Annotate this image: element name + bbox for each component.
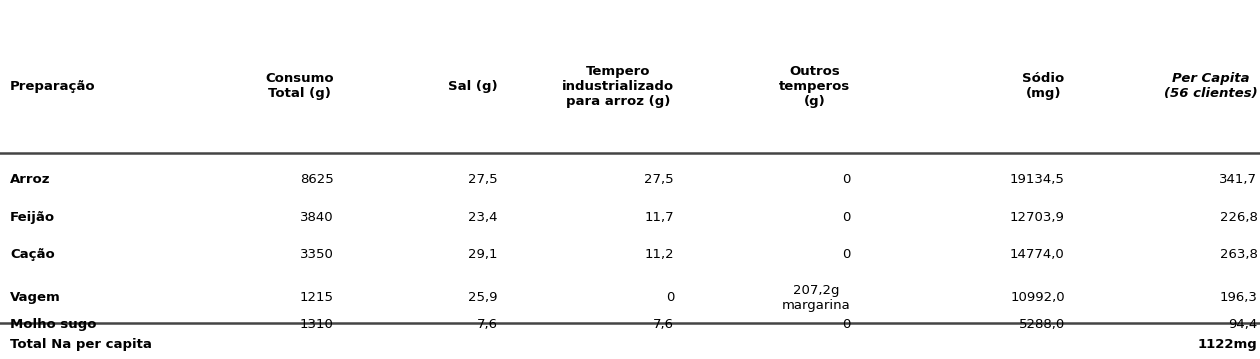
Text: Molho sugo: Molho sugo (10, 318, 97, 331)
Text: Cação: Cação (10, 248, 55, 261)
Text: Outros
temperos
(g): Outros temperos (g) (779, 65, 850, 108)
Text: 341,7: 341,7 (1220, 173, 1257, 186)
Text: Tempero
industrializado
para arroz (g): Tempero industrializado para arroz (g) (562, 65, 674, 108)
Text: Vagem: Vagem (10, 292, 60, 304)
Text: 10992,0: 10992,0 (1011, 292, 1065, 304)
Text: 12703,9: 12703,9 (1009, 211, 1065, 224)
Text: 27,5: 27,5 (467, 173, 498, 186)
Text: 0: 0 (842, 248, 851, 261)
Text: 3350: 3350 (300, 248, 334, 261)
Text: 23,4: 23,4 (469, 211, 498, 224)
Text: Sal (g): Sal (g) (449, 80, 498, 93)
Text: 1215: 1215 (300, 292, 334, 304)
Text: 11,7: 11,7 (644, 211, 674, 224)
Text: 7,6: 7,6 (653, 318, 674, 331)
Text: Feijão: Feijão (10, 211, 55, 224)
Text: 1122mg: 1122mg (1198, 338, 1257, 351)
Text: Sódio
(mg): Sódio (mg) (1022, 72, 1065, 100)
Text: 29,1: 29,1 (469, 248, 498, 261)
Text: 196,3: 196,3 (1220, 292, 1257, 304)
Text: 27,5: 27,5 (644, 173, 674, 186)
Text: 7,6: 7,6 (476, 318, 498, 331)
Text: 3840: 3840 (300, 211, 334, 224)
Text: Consumo
Total (g): Consumo Total (g) (266, 72, 334, 100)
Text: 14774,0: 14774,0 (1011, 248, 1065, 261)
Text: 0: 0 (842, 173, 851, 186)
Text: 25,9: 25,9 (469, 292, 498, 304)
Text: Arroz: Arroz (10, 173, 50, 186)
Text: 19134,5: 19134,5 (1009, 173, 1065, 186)
Text: Preparação: Preparação (10, 80, 96, 93)
Text: Per Capita
(56 clientes): Per Capita (56 clientes) (1164, 72, 1257, 100)
Text: 0: 0 (842, 318, 851, 331)
Text: 11,2: 11,2 (644, 248, 674, 261)
Text: 263,8: 263,8 (1220, 248, 1257, 261)
Text: 5288,0: 5288,0 (1018, 318, 1065, 331)
Text: 0: 0 (665, 292, 674, 304)
Text: 8625: 8625 (300, 173, 334, 186)
Text: 94,4: 94,4 (1228, 318, 1257, 331)
Text: 1310: 1310 (300, 318, 334, 331)
Text: 0: 0 (842, 211, 851, 224)
Text: Total Na per capita: Total Na per capita (10, 338, 152, 351)
Text: 226,8: 226,8 (1220, 211, 1257, 224)
Text: 207,2g
margarina: 207,2g margarina (781, 284, 851, 312)
